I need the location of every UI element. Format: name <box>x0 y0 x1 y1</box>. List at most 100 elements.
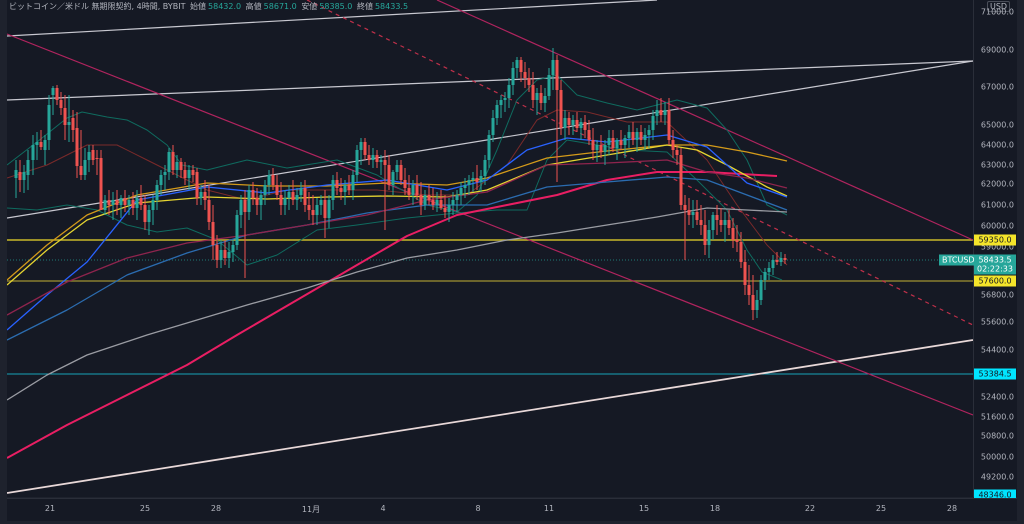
candle-body <box>531 85 535 100</box>
chart-canvas[interactable] <box>7 0 973 497</box>
candle-body <box>567 118 571 125</box>
candle-body <box>55 88 59 100</box>
candle-body <box>735 240 739 242</box>
candle-body <box>87 152 91 160</box>
candle-body <box>83 160 87 175</box>
price-label-support-57600: 57600.0 <box>974 275 1016 287</box>
candle-body <box>619 140 623 145</box>
candle-body <box>463 185 467 188</box>
candle-body <box>107 200 111 205</box>
candle-body <box>723 220 727 225</box>
price-label-countdown: 02:22:33 <box>974 263 1016 275</box>
high-label: 高値 <box>245 2 262 11</box>
candle-body <box>759 280 763 300</box>
candle-body <box>59 100 63 108</box>
candle-body <box>443 208 447 212</box>
candle-body <box>611 138 615 148</box>
candle-body <box>487 135 491 160</box>
time-tick: 4 <box>380 504 386 513</box>
candle-body <box>687 210 691 215</box>
price-tick: 64000.0 <box>980 140 1014 150</box>
candle-body <box>771 260 775 268</box>
right-toolbar-strip <box>1017 0 1024 524</box>
candle-body <box>35 142 39 145</box>
candle-body <box>551 60 555 75</box>
candle-body <box>691 212 695 215</box>
upper-white-top <box>7 0 658 37</box>
candle-body <box>287 192 291 198</box>
candle-body <box>91 150 95 160</box>
candle-body <box>363 142 367 155</box>
candle-body <box>639 132 643 140</box>
candle-body <box>179 162 183 170</box>
candle-body <box>51 88 55 95</box>
candle-body <box>231 245 235 252</box>
candle-body <box>127 200 131 205</box>
candle-body <box>199 192 203 198</box>
candle-body <box>707 230 711 245</box>
candle-body <box>319 200 323 205</box>
candle-body <box>367 155 371 160</box>
candle-body <box>331 180 335 200</box>
candle-body <box>779 258 783 262</box>
pink-descending-top <box>436 0 973 241</box>
candle-body <box>359 142 363 150</box>
currency-label[interactable]: USD <box>987 1 1011 12</box>
candle-body <box>667 110 671 140</box>
chart-plot-area[interactable] <box>7 0 973 497</box>
low-value: 58385.0 <box>319 2 353 11</box>
candle-body <box>279 195 283 205</box>
candle-body <box>663 110 667 115</box>
price-axis[interactable]: USD 71000.0 69000.0 67000.0 65000.0 64000.0 6… <box>973 0 1018 501</box>
candle-body <box>251 190 255 198</box>
price-label-support-53384: 53384.5 <box>974 368 1016 380</box>
candle-body <box>335 180 339 188</box>
candle-body <box>239 200 243 215</box>
bb-lower <box>7 139 783 281</box>
candle-body <box>135 198 139 208</box>
price-tick: 60000.0 <box>980 221 1014 231</box>
pink-dashed-mid <box>306 0 973 326</box>
candle-body <box>223 250 227 258</box>
candle-body <box>299 188 303 195</box>
candle-body <box>111 200 115 205</box>
candle-body <box>515 60 519 68</box>
time-axis[interactable]: 21 25 28 11月 4 8 11 15 18 22 25 28 <box>7 498 1017 521</box>
candle-body <box>275 185 279 195</box>
candle-body <box>351 175 355 190</box>
candle-body <box>159 175 163 185</box>
candle-body <box>527 78 531 85</box>
candle-body <box>267 175 271 185</box>
ma-blue <box>7 134 788 331</box>
candle-body <box>347 185 351 190</box>
low-label: 安値 <box>301 2 318 11</box>
candle-body <box>311 210 315 215</box>
candle-body <box>571 120 575 125</box>
price-tick: 67000.0 <box>980 82 1014 92</box>
upper-white-channel <box>7 60 973 101</box>
price-tick: 51600.0 <box>980 412 1014 422</box>
candle-body <box>26 160 30 175</box>
candle-body <box>751 295 755 310</box>
candle-body <box>627 132 631 138</box>
price-tick: 69000.0 <box>980 45 1014 55</box>
price-tick: 61000.0 <box>980 200 1014 210</box>
candle-body <box>495 105 499 118</box>
candle-body <box>131 200 135 208</box>
candle-body <box>743 262 747 285</box>
candle-body <box>171 152 175 170</box>
candle-body <box>655 110 659 116</box>
candle-body <box>387 165 391 185</box>
candle-body <box>247 190 251 212</box>
candle-body <box>503 98 507 100</box>
candle-body <box>143 205 147 222</box>
candle-body <box>423 195 427 205</box>
candle-body <box>539 93 543 103</box>
candle-body <box>783 258 787 260</box>
candle-body <box>343 185 347 192</box>
candle-body <box>259 195 263 205</box>
candle-body <box>483 160 487 176</box>
candle-body <box>235 215 239 245</box>
candle-body <box>14 170 18 178</box>
